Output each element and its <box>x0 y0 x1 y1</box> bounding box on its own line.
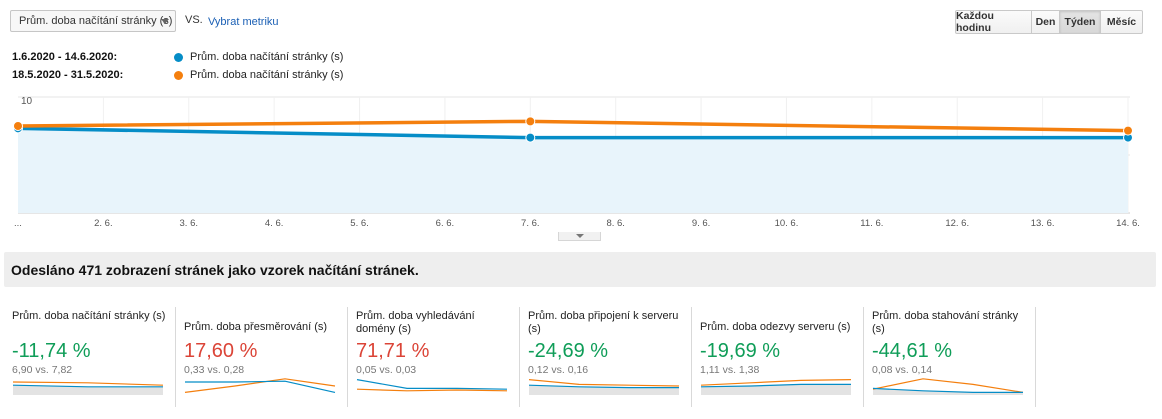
card-title: Prům. doba připojení k serveru (s) <box>528 310 679 335</box>
y-tick-label: 10 <box>21 96 33 107</box>
card-sparkline <box>184 378 336 393</box>
spark-line-current <box>12 384 163 388</box>
card-title: Prům. doba stahování stránky (s) <box>872 310 1019 335</box>
metric-card[interactable]: Prům. doba přesměrování (s) 17,60 % 0,33… <box>176 307 348 407</box>
data-point <box>13 121 23 131</box>
week-button[interactable]: Týden <box>1059 10 1101 34</box>
series-area <box>18 128 1128 213</box>
spark-line-previous <box>700 379 852 386</box>
spark-line-current <box>700 383 851 388</box>
card-percent: -11,74 % <box>12 340 91 362</box>
card-percent: 71,71 % <box>356 340 430 362</box>
card-compare: 0,08 vs. 0,14 <box>872 364 933 376</box>
caret-down-icon <box>576 234 584 238</box>
data-point <box>525 116 536 127</box>
pick-metric-link[interactable]: Vybrat metriku <box>208 16 279 28</box>
chevron-down-icon <box>161 19 169 24</box>
spark-line-current <box>528 384 679 389</box>
card-percent: 17,60 % <box>184 340 258 362</box>
spark-line-previous <box>184 378 336 393</box>
spark-line-previous <box>356 388 508 392</box>
spark-line-current <box>872 387 1023 393</box>
metric-card[interactable]: Prům. doba odezvy serveru (s) -19,69 % 1… <box>692 307 864 407</box>
spark-line-current <box>185 380 336 393</box>
card-compare: 0,05 vs. 0,03 <box>356 364 417 376</box>
legend-range: 1.6.2020 - 14.6.2020: <box>12 51 118 63</box>
card-sparkline <box>528 379 680 395</box>
x-tick-label: 10. 6. <box>775 218 799 229</box>
x-tick-label: 13. 6. <box>1031 218 1055 229</box>
x-tick-label: ... <box>14 218 22 229</box>
metric-card[interactable]: Prům. doba připojení k serveru (s) -24,6… <box>520 307 692 407</box>
legend-series-name: Prům. doba načítání stránky (s) <box>190 51 344 63</box>
spark-area <box>701 384 851 395</box>
legend-dot-icon <box>174 52 183 62</box>
data-point <box>1123 125 1133 136</box>
metric-card[interactable]: Prům. doba stahování stránky (s) -44,61 … <box>864 307 1036 407</box>
vs-label: VS. <box>185 14 203 26</box>
time-granularity-toggle: Každou hodinu Den Týden Měsíc <box>955 10 1143 34</box>
spark-line-current <box>356 379 508 390</box>
metric-card[interactable]: Prům. doba vyhledávání domény (s) 71,71 … <box>348 307 520 407</box>
card-compare: 0,33 vs. 0,28 <box>184 364 245 376</box>
card-compare: 1,11 vs. 1,38 <box>700 364 760 376</box>
card-title: Prům. doba vyhledávání domény (s) <box>356 310 475 335</box>
month-button[interactable]: Měsíc <box>1100 10 1143 34</box>
card-compare: 0,12 vs. 0,16 <box>528 364 589 376</box>
card-title: Prům. doba přesměrování (s) <box>184 321 328 333</box>
data-point <box>525 132 536 143</box>
spark-line-previous <box>12 381 164 386</box>
line-chart: 105...2. 6.3. 6.4. 6.5. 6.6. 6.7. 6.8. 6… <box>13 96 1140 229</box>
x-tick-label: 6. 6. <box>436 218 455 229</box>
legend-row-current: 1.6.2020 - 14.6.2020: Prům. doba načítán… <box>12 51 343 63</box>
card-sparkline <box>700 379 852 395</box>
card-percent: -44,61 % <box>872 340 953 362</box>
card-percent: -19,69 % <box>700 340 781 362</box>
spark-area <box>13 385 163 395</box>
x-tick-label: 14. 6. <box>1116 218 1140 229</box>
x-tick-label: 12. 6. <box>945 218 969 229</box>
spark-line-previous <box>872 378 1024 393</box>
x-tick-label: 8. 6. <box>606 218 625 229</box>
x-tick-label: 5. 6. <box>350 218 369 229</box>
card-sparkline <box>872 378 1024 395</box>
spark-line-previous <box>528 379 680 387</box>
x-tick-label: 3. 6. <box>180 218 199 229</box>
card-percent: -24,69 % <box>528 340 609 362</box>
card-title: Prům. doba načítání stránky (s) <box>12 310 166 322</box>
legend-dot-icon <box>174 70 183 80</box>
series-line <box>17 119 1129 133</box>
card-sparkline <box>12 381 164 395</box>
metric-card[interactable]: Prům. doba načítání stránky (s) -11,74 %… <box>4 307 176 407</box>
chart-collapse-handle[interactable] <box>558 232 601 241</box>
x-tick-label: 2. 6. <box>94 218 113 229</box>
legend-row-previous: 18.5.2020 - 31.5.2020: Prům. doba načítá… <box>12 69 343 81</box>
card-sparkline <box>356 379 508 392</box>
x-tick-label: 9. 6. <box>692 218 711 229</box>
metric-select-value: Prům. doba načítání stránky (s) <box>19 15 173 27</box>
legend-series-name: Prům. doba načítání stránky (s) <box>190 69 344 81</box>
sample-banner: Odesláno 471 zobrazení stránek jako vzor… <box>4 252 1156 287</box>
day-button[interactable]: Den <box>1031 10 1060 34</box>
card-title: Prům. doba odezvy serveru (s) <box>700 321 851 333</box>
x-tick-label: 7. 6. <box>521 218 540 229</box>
hourly-button[interactable]: Každou hodinu <box>955 10 1032 34</box>
card-compare: 6,90 vs. 7,82 <box>12 364 73 376</box>
x-tick-label: 11. 6. <box>860 218 883 229</box>
legend-range: 18.5.2020 - 31.5.2020: <box>12 69 124 81</box>
metric-select[interactable]: Prům. doba načítání stránky (s) <box>10 10 176 32</box>
x-tick-label: 4. 6. <box>265 218 284 229</box>
